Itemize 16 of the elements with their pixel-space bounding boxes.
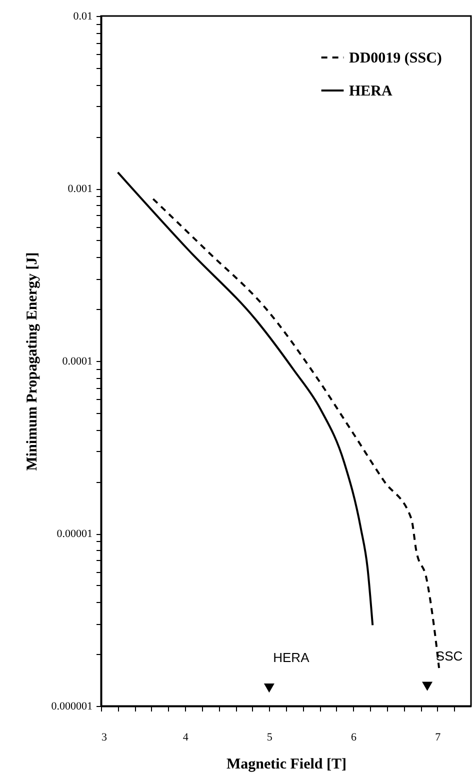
x-tick-label: 3 <box>102 732 108 744</box>
legend-label: HERA <box>349 84 393 100</box>
legend-label: DD0019 (SSC) <box>349 50 442 66</box>
x-axis-title: Magnetic Field [T] <box>226 756 346 772</box>
y-tick-label: 0.001 <box>68 183 92 195</box>
y-axis-title: Minimum Propagating Energy [J] <box>24 252 40 471</box>
y-tick-label: 0.0001 <box>62 356 92 368</box>
x-tick-label: 4 <box>182 732 189 744</box>
x-tick-label: 7 <box>435 732 442 744</box>
line-series <box>116 171 374 626</box>
y-tick-label: 0.000001 <box>51 700 92 712</box>
x-tick-label: 6 <box>351 732 358 744</box>
annotation: HERA <box>273 650 310 666</box>
y-tick-label: 0.00001 <box>56 528 92 540</box>
x-tick-label: 5 <box>266 732 273 744</box>
y-tick-label: 0.01 <box>73 10 92 22</box>
